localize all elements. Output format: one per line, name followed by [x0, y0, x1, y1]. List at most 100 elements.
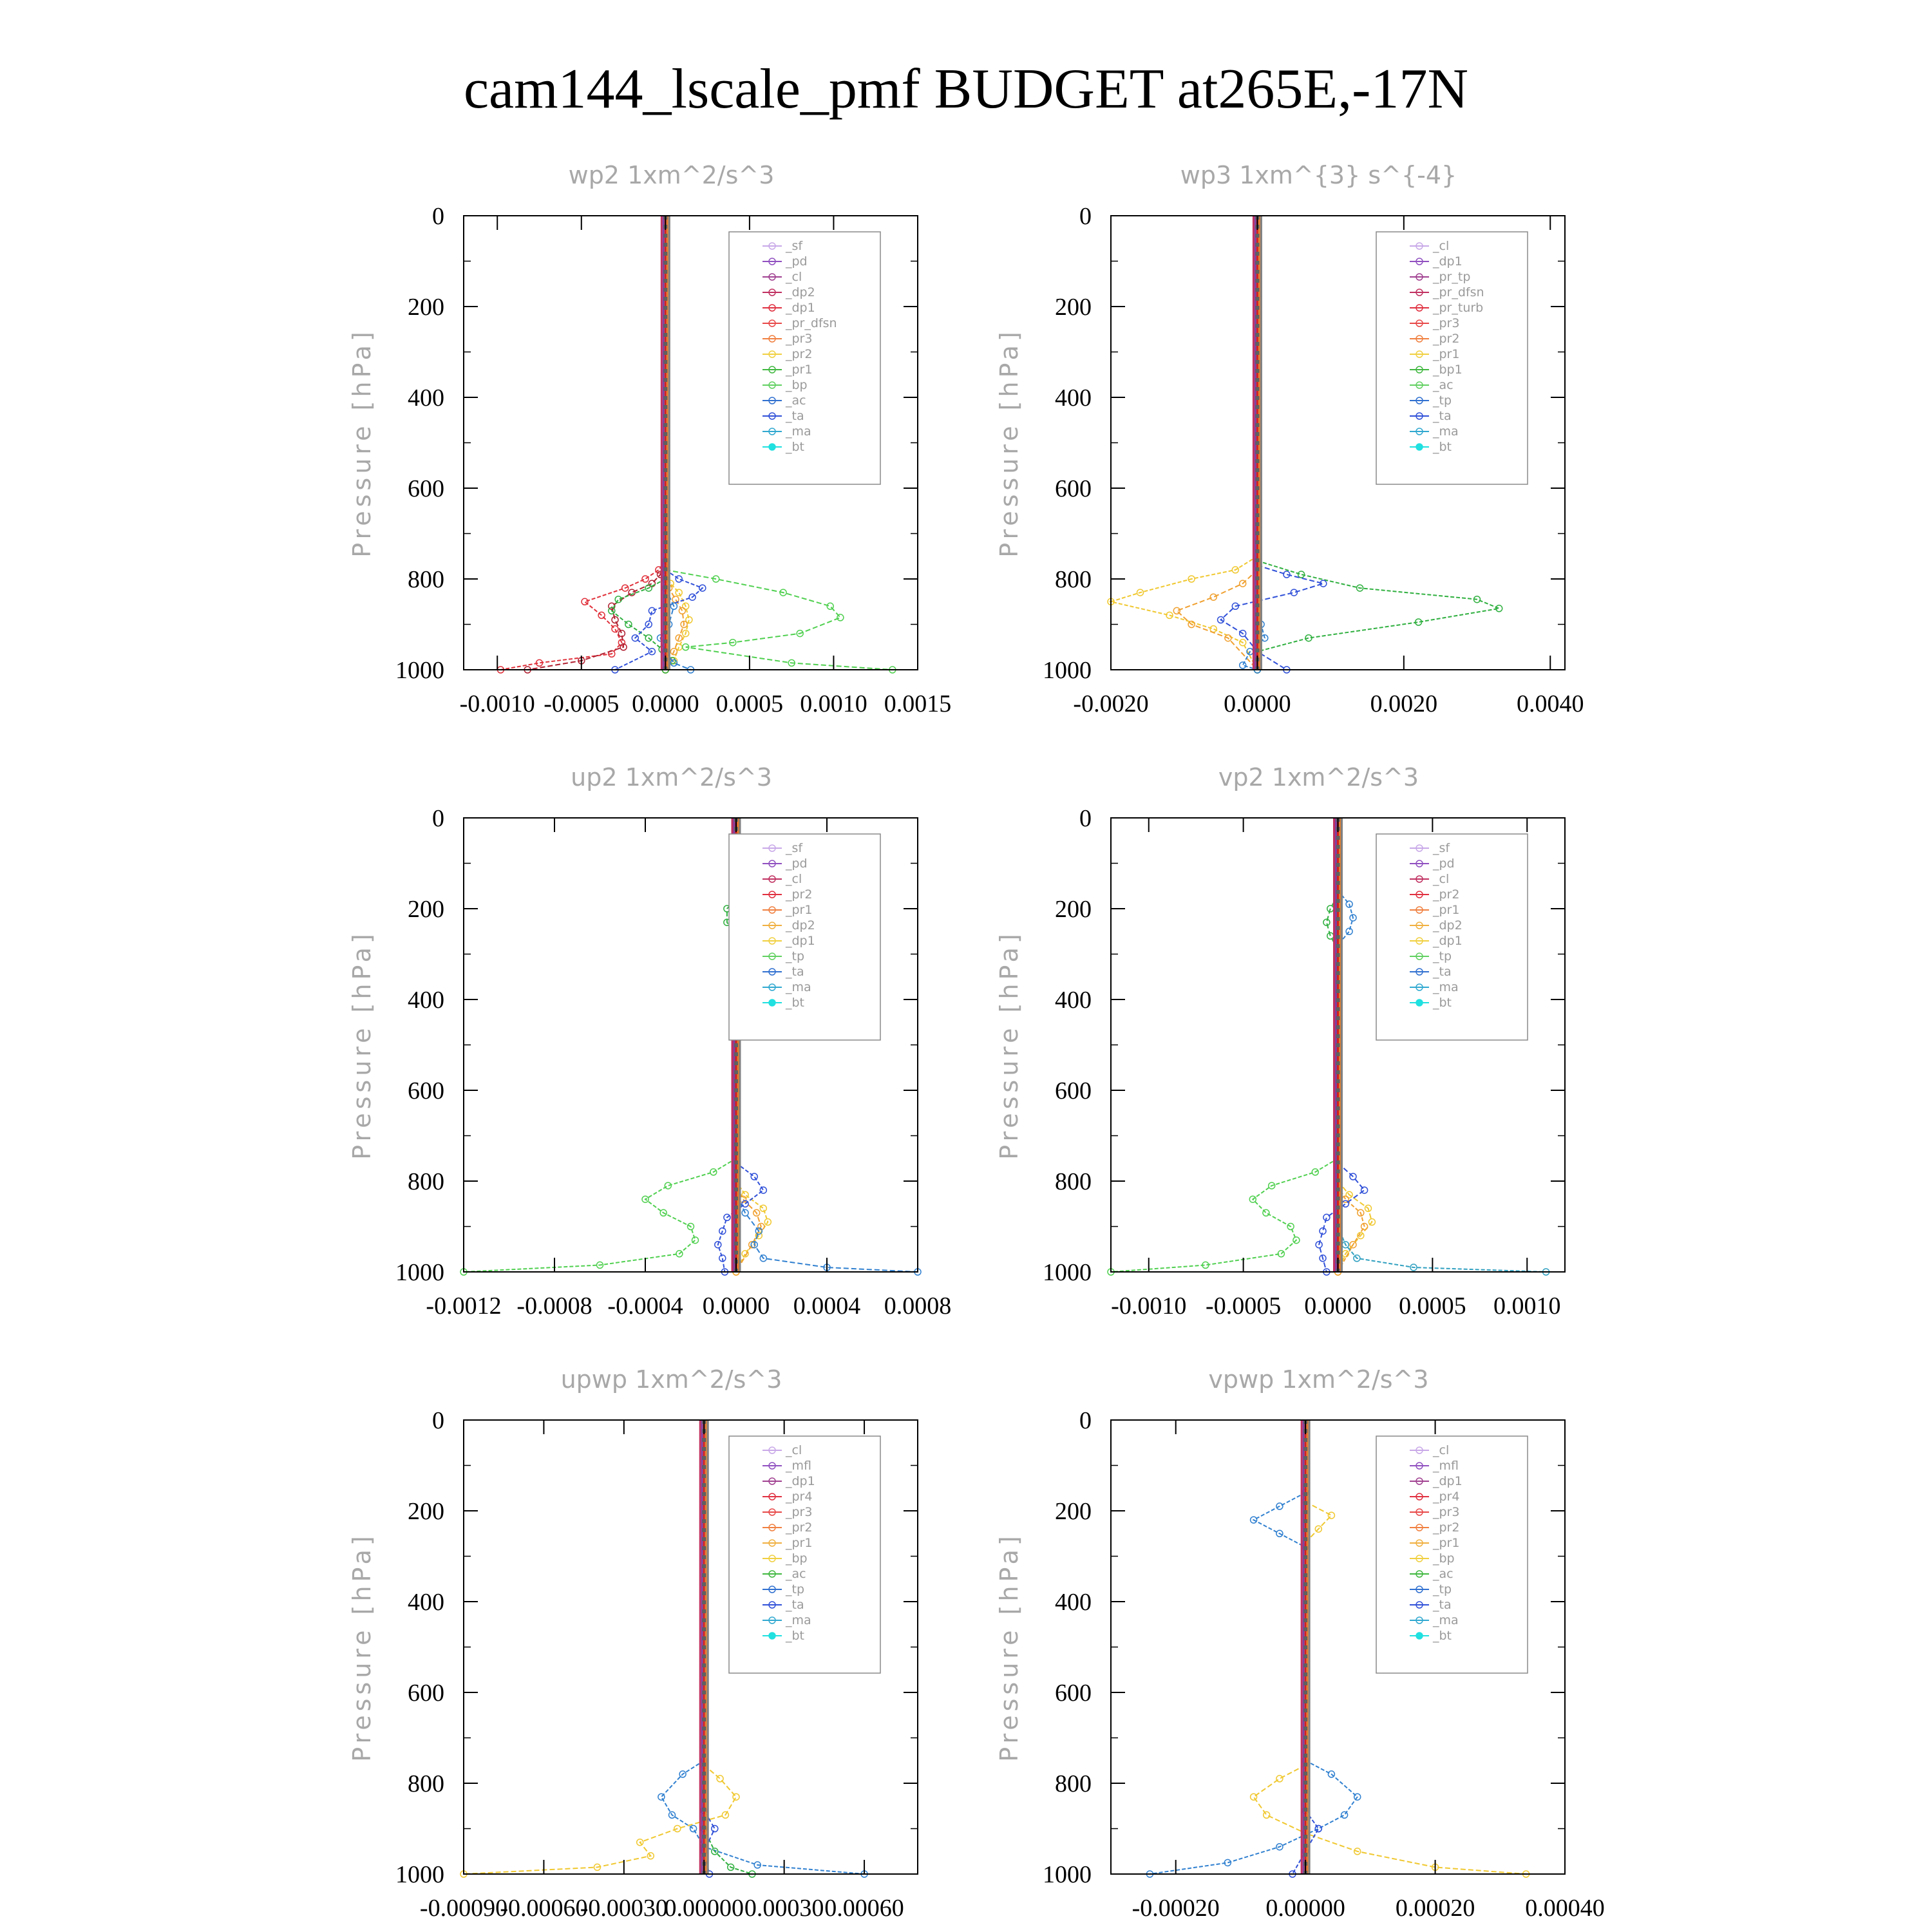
legend-swatch-marker: [1416, 1632, 1423, 1640]
legend-entry: _sf: [785, 841, 803, 855]
legend-swatch-marker: [768, 350, 776, 358]
series-line: [1305, 1501, 1333, 1543]
data-point: [711, 1848, 719, 1855]
data-point: [608, 607, 616, 615]
data-point: [1345, 927, 1353, 936]
legend-entry: _tp: [1432, 393, 1452, 408]
data-point: [1319, 1227, 1327, 1235]
data-point: [678, 607, 687, 615]
data-point: [1249, 1793, 1258, 1801]
data-point: [1202, 1261, 1209, 1269]
legend-swatch-marker: [1416, 1570, 1423, 1578]
series-line: [1110, 1157, 1339, 1273]
data-point: [1276, 1502, 1283, 1510]
data-point: [681, 643, 690, 651]
data-point: [1473, 595, 1481, 603]
legend-entry: _ma: [785, 1613, 811, 1627]
data-point: [1414, 618, 1423, 626]
data-point: [699, 584, 706, 592]
data-point: [755, 1227, 763, 1235]
panel-3: up2 1xm^2/s^3 Pressure [hPa] 0 200 400 600 800…: [348, 763, 951, 1320]
data-point: [719, 1255, 726, 1262]
data-point: [1353, 1255, 1361, 1262]
legend-swatch-marker: [768, 366, 776, 374]
data-point: [759, 1186, 768, 1194]
legend-swatch-marker: [1416, 999, 1423, 1007]
legend-swatch-marker: [768, 1446, 776, 1454]
legend-swatch-marker: [768, 397, 776, 404]
x-tick-label: -0.0008: [516, 1293, 592, 1320]
y-tick-label: 400: [408, 987, 444, 1014]
legend-entry: _cl: [785, 872, 802, 886]
legend-entry: _pr3: [1432, 1505, 1459, 1519]
legend-entry: _bt: [1432, 440, 1452, 454]
data-point: [1249, 1195, 1257, 1203]
x-tick-label: 0.0020: [1370, 690, 1438, 717]
legend-entry: _tp: [785, 949, 804, 963]
data-point: [1238, 580, 1247, 587]
y-tick-label: 0: [1079, 805, 1092, 832]
legend-entry: _dp2: [1432, 918, 1463, 933]
data-point: [1315, 1240, 1323, 1249]
legend-entry: _pr_dfsn: [1432, 285, 1484, 299]
legend-entry: _ac: [1432, 1567, 1454, 1581]
data-point: [759, 1255, 768, 1262]
y-tick-label: 1000: [395, 1259, 444, 1286]
data-point: [716, 1775, 724, 1783]
data-point: [675, 589, 683, 596]
data-point: [1323, 918, 1331, 926]
legend-swatch-marker: [768, 1524, 776, 1531]
data-point: [1276, 1530, 1283, 1538]
y-tick-label: 200: [1055, 294, 1092, 321]
legend-swatch-marker: [1416, 258, 1423, 265]
legend-entry: _pr4: [785, 1490, 812, 1504]
data-point: [1327, 1770, 1336, 1778]
legend-entry: _dp1: [1432, 1474, 1463, 1488]
y-tick-label: 200: [408, 294, 444, 321]
y-tick-label: 600: [1055, 1077, 1092, 1104]
legend-swatch-marker: [768, 891, 776, 898]
data-point: [1323, 1213, 1331, 1222]
y-tick-label: 1000: [1043, 657, 1092, 684]
data-point: [1290, 589, 1298, 596]
legend-entry: _bt: [1432, 996, 1452, 1010]
data-point: [631, 634, 639, 642]
data-point: [670, 648, 678, 656]
data-point: [691, 1236, 699, 1244]
data-point: [757, 1222, 765, 1231]
data-point: [1249, 1516, 1258, 1524]
legend-entry: _dp1: [1432, 254, 1463, 269]
legend-entry: _cl: [1432, 239, 1449, 253]
x-tick-label: 0.0004: [793, 1293, 861, 1320]
y-tick-label: 400: [408, 1589, 444, 1616]
data-point: [648, 648, 656, 656]
legend: _sf _pd_cl_pr2_pr1_dp2_dp1_tp _ta_ma _bt: [1376, 833, 1528, 1041]
panel-title: vpwp 1xm^2/s^3: [1208, 1365, 1428, 1394]
data-point: [1353, 1793, 1361, 1801]
data-point: [721, 1811, 730, 1819]
x-tick-label: 0.00000: [1265, 1895, 1345, 1922]
data-point: [681, 629, 690, 638]
legend-box: [1376, 833, 1528, 1041]
data-point: [1166, 611, 1173, 620]
legend-entry: _ac: [785, 1567, 806, 1581]
data-point: [645, 584, 652, 592]
x-tick-label: 0.00000: [664, 1895, 744, 1922]
panel-2: wp3 1xm^{3} s^{-4} Pressure [hPa] 0 200 400 6…: [995, 161, 1584, 717]
data-point: [670, 602, 678, 611]
series-line: [717, 1162, 764, 1273]
series-line: [735, 1185, 762, 1273]
x-tick-label: -0.00030: [580, 1895, 668, 1922]
data-point: [1410, 1264, 1417, 1271]
legend-swatch-marker: [768, 922, 776, 929]
data-point: [779, 589, 787, 596]
legend-entry: _cl: [785, 270, 802, 284]
legend-entry: _pr1: [1432, 1536, 1459, 1550]
legend-swatch-marker: [1416, 335, 1423, 343]
x-tick-label: -0.0012: [426, 1293, 501, 1320]
legend-swatch-marker: [768, 289, 776, 296]
data-point: [741, 1250, 749, 1258]
legend-entry: _dp1: [785, 1474, 815, 1488]
y-tick-label: 800: [1055, 1168, 1092, 1195]
data-point: [641, 575, 649, 583]
